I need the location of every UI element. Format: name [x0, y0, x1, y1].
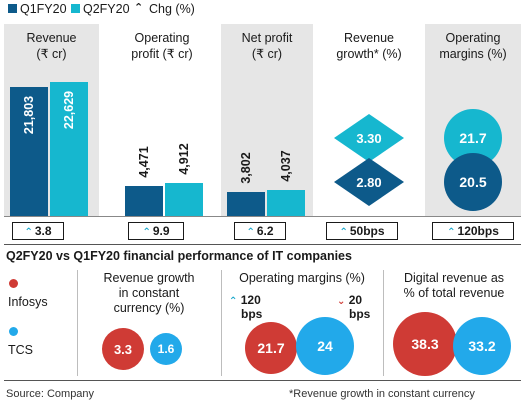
- chart-baseline: [4, 216, 521, 217]
- section-title: Q2FY20 vs Q1FY20 financial performance o…: [6, 249, 352, 263]
- footer-divider: [4, 380, 521, 381]
- column-title-revenue-growth: Revenue growth* (%): [336, 31, 402, 61]
- up-arrow-icon: ⌃: [447, 227, 456, 238]
- bar-label-q1-1: 4,471: [137, 146, 151, 178]
- change-value: 9.9: [152, 224, 170, 238]
- group-divider-3: [383, 270, 384, 376]
- bubble-digital-revenue-infosys: 38.3: [393, 312, 457, 376]
- bar-label-q1-0: 21,803: [22, 95, 36, 135]
- bar-label-q1-2: 3,802: [239, 151, 253, 184]
- bar-q1-1: [125, 185, 163, 216]
- section-divider: [4, 244, 521, 245]
- down-arrow-icon: ⌄: [337, 296, 346, 307]
- change-value: 120bps: [457, 224, 499, 238]
- change-value: 3.8: [34, 224, 52, 238]
- up-arrow-icon: ⌃: [246, 227, 255, 238]
- legend-label-q1: Q1FY20: [20, 2, 67, 16]
- circle-opm-q1: 20.5: [444, 153, 502, 211]
- bubble-revenue-growth-infosys: 3.3: [102, 328, 144, 370]
- bar-q2-0: [50, 82, 88, 216]
- bar-q2-2: [267, 190, 305, 216]
- company-label-infosys: Infosys: [8, 295, 48, 309]
- group-title-digital-revenue: Digital revenue as % of total revenue: [403, 271, 505, 300]
- column-title-revenue: Revenue (₹ cr): [26, 31, 77, 61]
- bubble-operating-margins-tcs: 24: [296, 317, 354, 375]
- diamond-q1: [334, 158, 404, 206]
- company-dot-infosys: [9, 279, 18, 288]
- change-value: 50bps: [349, 224, 385, 238]
- legend-label-q2: Q2FY20: [83, 2, 130, 16]
- bubble-revenue-growth-tcs: 1.6: [150, 333, 182, 365]
- diamond-q2-label: 3.30: [356, 131, 381, 146]
- diamond-q1-label: 2.80: [356, 175, 381, 190]
- change-box-3: ⌃ 50bps: [326, 222, 398, 240]
- legend-label-chg: Chg (%): [149, 2, 195, 16]
- bubble-digital-revenue-tcs: 33.2: [453, 317, 511, 375]
- change-value: 6.2: [256, 224, 274, 238]
- legend-chg-icon: ⌃: [134, 2, 144, 14]
- change-box-4: ⌃ 120bps: [432, 222, 514, 240]
- up-arrow-icon: ⌃: [24, 227, 33, 238]
- change-box-1: ⌃ 9.9: [128, 222, 184, 240]
- bar-label-q2-1: 4,912: [177, 143, 191, 175]
- bar-label-q2-2: 4,037: [279, 150, 293, 182]
- change-box-2: ⌃ 6.2: [234, 222, 286, 240]
- opm-change-infosys: ⌃ 120 bps: [229, 293, 263, 321]
- up-arrow-icon: ⌃: [339, 227, 348, 238]
- up-arrow-icon: ⌃: [229, 296, 238, 307]
- bar-label-q2-0: 22,629: [62, 90, 76, 130]
- source-note: Source: Company: [6, 388, 95, 400]
- panel-net-profit: [221, 24, 313, 216]
- group-title-revenue-growth: Revenue growth in constant currency (%): [103, 271, 195, 315]
- group-divider-2: [221, 270, 222, 376]
- legend-swatch-q2: [71, 4, 80, 13]
- bubble-operating-margins-infosys: 21.7: [245, 322, 297, 374]
- opm-change-tcs: ⌄ 20 bps: [337, 293, 371, 321]
- column-title-operating-profit: Operating profit (₹ cr): [131, 31, 193, 61]
- company-dot-tcs: [9, 327, 18, 336]
- bar-q1-0: [10, 86, 48, 216]
- column-title-operating-margins: Operating margins (%): [439, 31, 507, 61]
- bar-q1-2: [227, 191, 265, 216]
- footnote: *Revenue growth in constant currency: [289, 388, 475, 400]
- group-divider-1: [77, 270, 78, 376]
- up-arrow-icon: ⌃: [142, 227, 151, 238]
- revenue-growth-diamonds: 3.30 2.80: [334, 114, 404, 206]
- bar-q2-1: [165, 183, 203, 216]
- legend-swatch-q1: [8, 4, 17, 13]
- company-label-tcs: TCS: [8, 343, 33, 357]
- diamond-q2: [334, 114, 404, 162]
- column-title-net-profit: Net profit (₹ cr): [241, 31, 293, 61]
- group-title-operating-margins: Operating margins (%): [239, 271, 365, 285]
- change-box-0: ⌃ 3.8: [12, 222, 64, 240]
